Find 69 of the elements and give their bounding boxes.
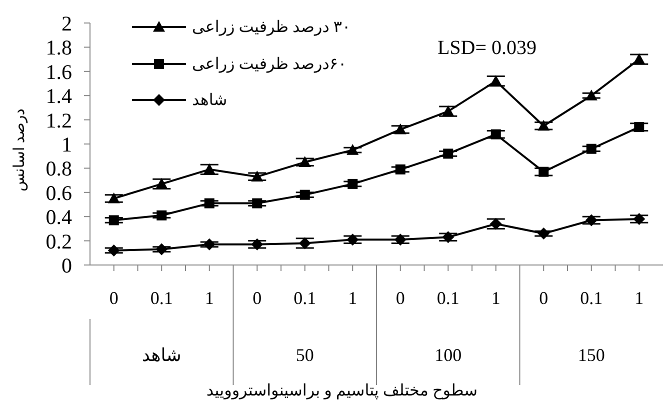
y-tick-label: 0.8 bbox=[46, 156, 72, 181]
point bbox=[203, 163, 216, 174]
x-tick-label: 0 bbox=[109, 288, 118, 308]
x-tick-label: 0.1 bbox=[580, 288, 603, 308]
point bbox=[298, 156, 311, 167]
point bbox=[490, 75, 502, 86]
x-tick-label: 0 bbox=[539, 288, 548, 308]
x-tick-label: 1 bbox=[634, 288, 644, 308]
point bbox=[538, 166, 549, 177]
x-tick-label: 1 bbox=[491, 288, 500, 308]
point bbox=[490, 218, 502, 230]
point bbox=[156, 210, 167, 220]
y-tick-label: 1.6 bbox=[46, 60, 72, 84]
point bbox=[252, 198, 262, 208]
x-tick-label: 0.1 bbox=[294, 288, 316, 308]
point bbox=[442, 105, 454, 116]
point bbox=[346, 144, 359, 155]
point bbox=[156, 243, 168, 256]
x-tick-label: 0.1 bbox=[436, 288, 460, 308]
y-tick-label: 2 bbox=[62, 11, 72, 36]
point bbox=[108, 192, 120, 204]
point bbox=[442, 231, 454, 244]
x-tick-label: 0.1 bbox=[150, 288, 173, 308]
point bbox=[443, 148, 454, 159]
point bbox=[108, 215, 119, 226]
x-axis-title: سطوح مختلف پتاسیم و براسینواستروویید bbox=[206, 382, 478, 400]
point bbox=[394, 234, 406, 246]
text: 50 bbox=[296, 345, 314, 365]
point bbox=[634, 122, 644, 132]
point bbox=[538, 120, 550, 131]
point bbox=[586, 144, 596, 154]
point bbox=[585, 214, 598, 226]
point bbox=[204, 198, 214, 208]
y-tick-label: 1 bbox=[62, 132, 72, 156]
y-axis-title: درصد اسانس bbox=[12, 108, 28, 192]
x-tick-label: 0 bbox=[396, 288, 405, 308]
y-tick-label: 1.8 bbox=[46, 36, 72, 60]
point bbox=[298, 237, 311, 250]
text: 100 bbox=[434, 345, 462, 365]
point bbox=[156, 178, 168, 189]
point bbox=[108, 244, 120, 256]
x-tick-label: 0 bbox=[252, 288, 262, 308]
legend-label: ۳۰ درصد ظرفیت زراعی bbox=[192, 18, 351, 38]
y-tick-label: 0.4 bbox=[46, 205, 72, 230]
point bbox=[394, 123, 406, 134]
point bbox=[395, 164, 406, 174]
y-tick-label: 1.2 bbox=[46, 108, 72, 132]
point bbox=[490, 129, 501, 140]
y-tick-label: 0 bbox=[62, 253, 72, 278]
point bbox=[585, 90, 598, 100]
point bbox=[346, 234, 359, 246]
y-tick-label: 0.6 bbox=[46, 180, 72, 205]
point bbox=[633, 213, 646, 226]
point bbox=[538, 228, 550, 240]
y-tick-label: 1.4 bbox=[46, 84, 72, 108]
x-tick-label: 1 bbox=[204, 288, 214, 308]
legend-label: ۶۰درصد ظرفیت زراعی bbox=[192, 54, 347, 74]
point bbox=[251, 238, 264, 250]
point bbox=[251, 170, 264, 182]
point bbox=[300, 190, 310, 200]
point bbox=[203, 238, 216, 250]
point bbox=[633, 53, 646, 64]
legend-label: شاهد bbox=[192, 91, 228, 110]
text: 150 bbox=[578, 345, 605, 365]
annotation: LSD= 0.039 bbox=[437, 37, 537, 59]
text: شاهد bbox=[142, 345, 182, 365]
point bbox=[348, 178, 358, 189]
y-tick-label: 0.2 bbox=[46, 229, 72, 254]
x-tick-label: 1 bbox=[348, 288, 358, 308]
